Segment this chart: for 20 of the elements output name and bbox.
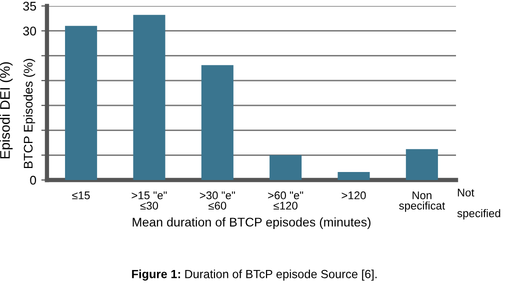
bar	[201, 65, 234, 180]
y-axis-title: Episodi DEI (%)	[0, 62, 13, 158]
x-tick-label: Non specificat	[399, 192, 446, 212]
text: Not specified	[457, 188, 500, 220]
x-tick-label: >60 "e" ≤120	[268, 191, 304, 210]
x-tick-label: >120	[342, 191, 366, 200]
x-tick-label: >30 "e" ≤60	[200, 191, 235, 210]
bar	[406, 149, 438, 180]
text: BTCP Episodes (%)	[23, 58, 36, 168]
y-tick-label: 0	[30, 176, 36, 185]
bar	[270, 155, 302, 180]
x-tick-label: >15 "e" ≤30	[132, 192, 167, 210]
y-tick-label: 30	[23, 26, 36, 36]
x-tick-label: ≤15	[72, 192, 90, 200]
bar	[65, 26, 98, 180]
y-tick-label: 35	[23, 2, 36, 11]
bar	[338, 172, 370, 180]
bar	[133, 14, 166, 180]
text: Figure 1: Duration of BTcP episode Source [6].	[132, 270, 377, 281]
x-axis-title: Mean duration of BTCP episodes (minutes)	[132, 217, 370, 230]
